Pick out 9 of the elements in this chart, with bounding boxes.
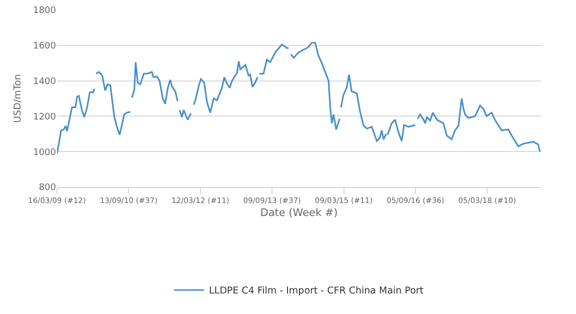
y-tick-label: 1200 [33,112,56,122]
y-axis-title: USD/mTon [12,74,24,123]
legend-label: LLDPE C4 Film - Import - CFR China Main Port [209,286,424,297]
x-axis-title: Date (Week #) [260,206,338,219]
y-tick-label: 1800 [33,6,56,16]
y-tick-label: 1000 [33,148,56,158]
y-tick-label: 1600 [33,42,56,52]
y-tick-label: 800 [38,183,56,194]
y-tick-label: 1400 [33,76,56,87]
